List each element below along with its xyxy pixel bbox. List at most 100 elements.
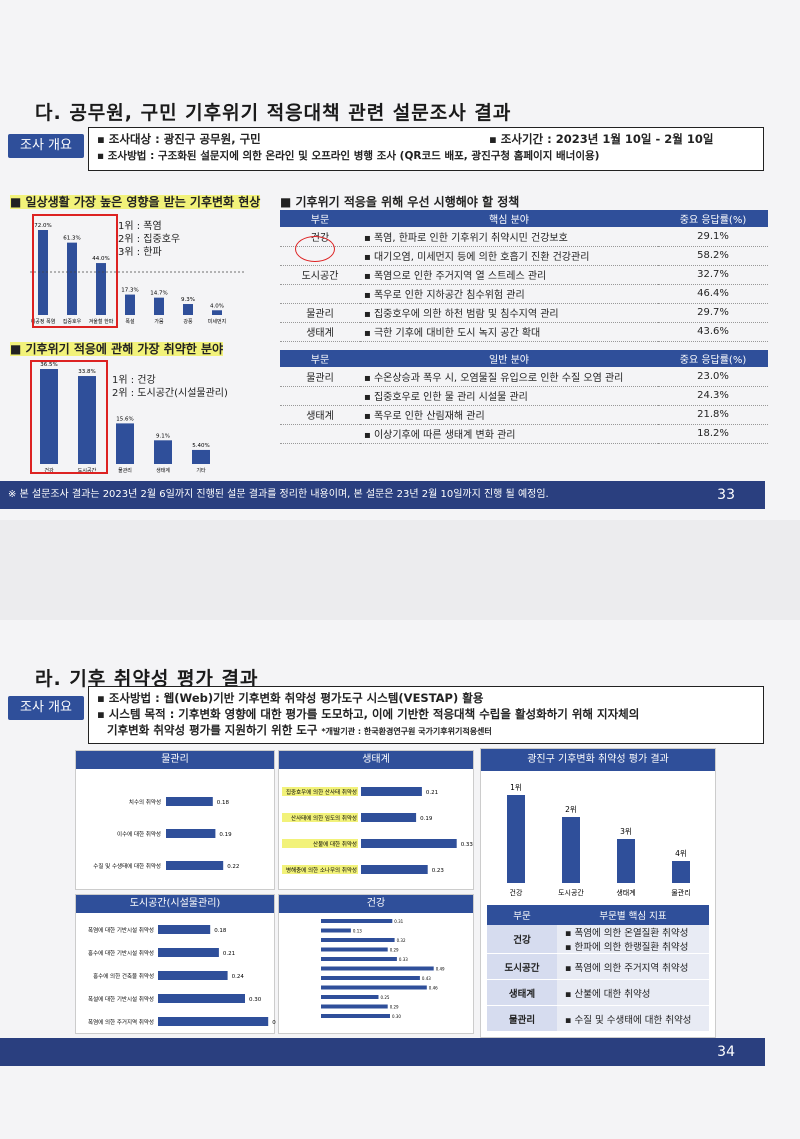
bar-label: 0.19 bbox=[219, 832, 232, 838]
policy-general-table: 부문 일반 분야 중요 응답률(%) 물관리 ▪ 수온상승과 폭우 시, 오염물질 유… bbox=[280, 350, 768, 444]
label-highlight bbox=[282, 865, 358, 874]
page-34: 라. 기후 취약성 평가 결과 조사 개요 ▪ 조사방법 : 웹(Web)기반 … bbox=[0, 620, 800, 1139]
table-row: 생태계 ▪ 폭우로 인한 산림재해 관리 21.8% bbox=[280, 405, 768, 425]
bar-label: 44.0% bbox=[92, 256, 109, 262]
table-row: 물관리 ▪ 집중호우에 의한 하천 범람 및 침수지역 관리 29.7% bbox=[280, 303, 768, 323]
category-label: 산사태에 의한 임도의 취약성 bbox=[291, 814, 357, 822]
category-label: 폭설 bbox=[125, 318, 135, 325]
category-label: 미세먼지 bbox=[208, 318, 226, 325]
category-label: 건강 bbox=[44, 467, 54, 474]
table-row: 생태계 ▪ 극한 기후에 대비한 도시 녹지 공간 확대 43.6% bbox=[280, 322, 768, 342]
table-row: 도시공간 ▪ 폭염에 의한 주거지역 취약성 bbox=[487, 953, 709, 980]
bar-label: 0.30 bbox=[249, 997, 262, 1003]
overview-target: ▪ 조사대상 : 광진구 공무원, 구민 bbox=[97, 132, 261, 146]
label-highlight bbox=[282, 813, 358, 822]
bar bbox=[361, 865, 428, 874]
bar-label: 0.22 bbox=[227, 864, 239, 870]
bar-label: 9.3% bbox=[181, 297, 195, 303]
page-33: 다. 공무원, 구민 기후위기 적응대책 관련 설문조사 결과 조사 개요 ▪ … bbox=[0, 0, 800, 520]
overview-box: ▪ 조사대상 : 광진구 공무원, 구민 ▪ 조사기간 : 2023년 1월 1… bbox=[88, 127, 764, 171]
category-label: 기타 bbox=[196, 467, 206, 474]
category-label: 가뭄 bbox=[154, 318, 164, 325]
bar-label: 0.21 bbox=[223, 951, 235, 957]
category-label: 강풍 bbox=[183, 318, 193, 325]
bar bbox=[40, 369, 58, 464]
bar-label: 0.29 bbox=[390, 948, 399, 953]
bar-label: 0.33 bbox=[461, 842, 474, 848]
footer-note: ※ 본 설문조사 결과는 2023년 2월 6일까지 진행된 설문 결과를 정리… bbox=[0, 481, 765, 509]
chart2: 36.5% 건강 33.8% 도시공간 15.6% 물관리 9.1% 생태계 5.40% 기타 bbox=[40, 362, 210, 474]
bar-label: 72.0% bbox=[34, 223, 51, 229]
overview-tag: 조사 개요 bbox=[8, 134, 84, 158]
bar-label: 0.38 bbox=[272, 1020, 276, 1026]
page-number-2: 34 bbox=[717, 1044, 735, 1060]
overview-method: ▪ 조사방법 : 구조화된 설문지에 의한 온라인 및 오프라인 병행 조사 (… bbox=[97, 150, 600, 162]
panel-health: 건강 0.31 0.13 0.32 0.29 0.33 0.49 0.43 0.46 0.25 0.… bbox=[278, 894, 474, 1034]
bar bbox=[158, 994, 245, 1003]
bar-label: 36.5% bbox=[40, 362, 57, 368]
bar bbox=[192, 449, 210, 464]
bar bbox=[321, 919, 393, 923]
category-label: 생태계 bbox=[616, 888, 635, 897]
category-label: 물관리 bbox=[118, 467, 132, 474]
overview-box-2: ▪ 조사방법 : 웹(Web)기반 기후변화 취약성 평가도구 시스템(VEST… bbox=[88, 686, 764, 744]
category-label: 생태계 bbox=[156, 467, 170, 474]
bar bbox=[67, 242, 77, 315]
category-label: 집중호우에 의한 산사태 취약성 bbox=[286, 788, 357, 796]
bar-label: 9.1% bbox=[156, 433, 170, 439]
bar bbox=[321, 947, 388, 952]
bar-label: 0.21 bbox=[426, 790, 438, 796]
bar-label: 0.19 bbox=[420, 816, 433, 822]
bar bbox=[166, 861, 224, 870]
bar bbox=[321, 928, 351, 933]
category-label: 치수의 취약성 bbox=[129, 798, 161, 806]
category-label: 수질 및 수생태에 대한 취약성 bbox=[93, 862, 161, 870]
table-row: ▪ 집중호우로 인한 물 관리 시설물 관리 24.3% bbox=[280, 386, 768, 406]
bar bbox=[361, 787, 422, 796]
table-row: 물관리 ▪ 수온상승과 폭우 시, 오염물질 유입으로 인한 수질 오염 관리 23… bbox=[280, 367, 768, 387]
bar-label: 15.6% bbox=[116, 416, 133, 422]
bar bbox=[361, 813, 417, 822]
page-title-2: 라. 기후 취약성 평가 결과 bbox=[35, 668, 259, 690]
bar-label: 61.3% bbox=[63, 236, 80, 242]
bar-label: 4.0% bbox=[210, 303, 224, 309]
chart2-ranks: 1위 : 건강 2위 : 도시공간(시설물관리) bbox=[112, 375, 228, 399]
rank-label: 1위 bbox=[510, 783, 522, 792]
bar bbox=[158, 971, 228, 980]
bar-label: 5.40% bbox=[192, 443, 209, 449]
category-label: 폭염에 대한 기반시설 취약성 bbox=[88, 926, 154, 934]
bar bbox=[38, 230, 48, 315]
bar bbox=[321, 1004, 388, 1009]
bar bbox=[158, 948, 219, 957]
category-label: 집중호우 bbox=[63, 318, 82, 325]
bar bbox=[321, 938, 395, 942]
page-title: 다. 공무원, 구민 기후위기 적응대책 관련 설문조사 결과 bbox=[35, 102, 512, 124]
overview-tag-2: 조사 개요 bbox=[8, 696, 84, 720]
category-label: 겨울철 한파 bbox=[89, 318, 114, 325]
bar bbox=[158, 925, 211, 934]
category-label: 홍수에 의한 건축물 취약성 bbox=[93, 972, 154, 980]
label-highlight bbox=[282, 787, 358, 796]
category-label: 이공정 폭염 bbox=[31, 318, 56, 325]
page-number: 33 bbox=[717, 487, 735, 503]
rank-label: 4위 bbox=[675, 849, 687, 858]
chart1-highlight bbox=[32, 214, 118, 328]
bar-label: 0.33 bbox=[399, 957, 408, 962]
category-label: 산불에 대한 취약성 bbox=[313, 840, 357, 848]
table-row: ▪ 대기오염, 미세먼지 등에 의한 호흡기 진환 건강관리 58.2% bbox=[280, 246, 768, 266]
rank-label: 3위 bbox=[620, 827, 632, 836]
rank-label: 2위 bbox=[565, 805, 577, 814]
bar-label: 33.8% bbox=[78, 369, 95, 375]
bar bbox=[183, 304, 193, 315]
overview-period: ▪ 조사기간 : 2023년 1월 10일 - 2월 10일 bbox=[489, 132, 714, 146]
table-row: 건강 ▪ 폭염, 한파로 인한 기후위기 취약시민 건강보호 29.1% bbox=[280, 227, 768, 247]
bar bbox=[154, 440, 172, 464]
bar-label: 17.3% bbox=[121, 288, 138, 294]
category-label: 물관리 bbox=[671, 888, 690, 897]
bar bbox=[507, 795, 525, 883]
bar bbox=[116, 423, 134, 464]
panel-city: 도시공간(시설물관리) 폭염에 대한 기반시설 취약성 0.18 홍수에 대한 기반시… bbox=[75, 894, 285, 1034]
bar bbox=[321, 1014, 390, 1018]
policy-title: ■ 기후위기 적응을 위해 우선 시행해야 할 정책 bbox=[280, 195, 520, 209]
bar-label: 0.46 bbox=[429, 986, 438, 991]
